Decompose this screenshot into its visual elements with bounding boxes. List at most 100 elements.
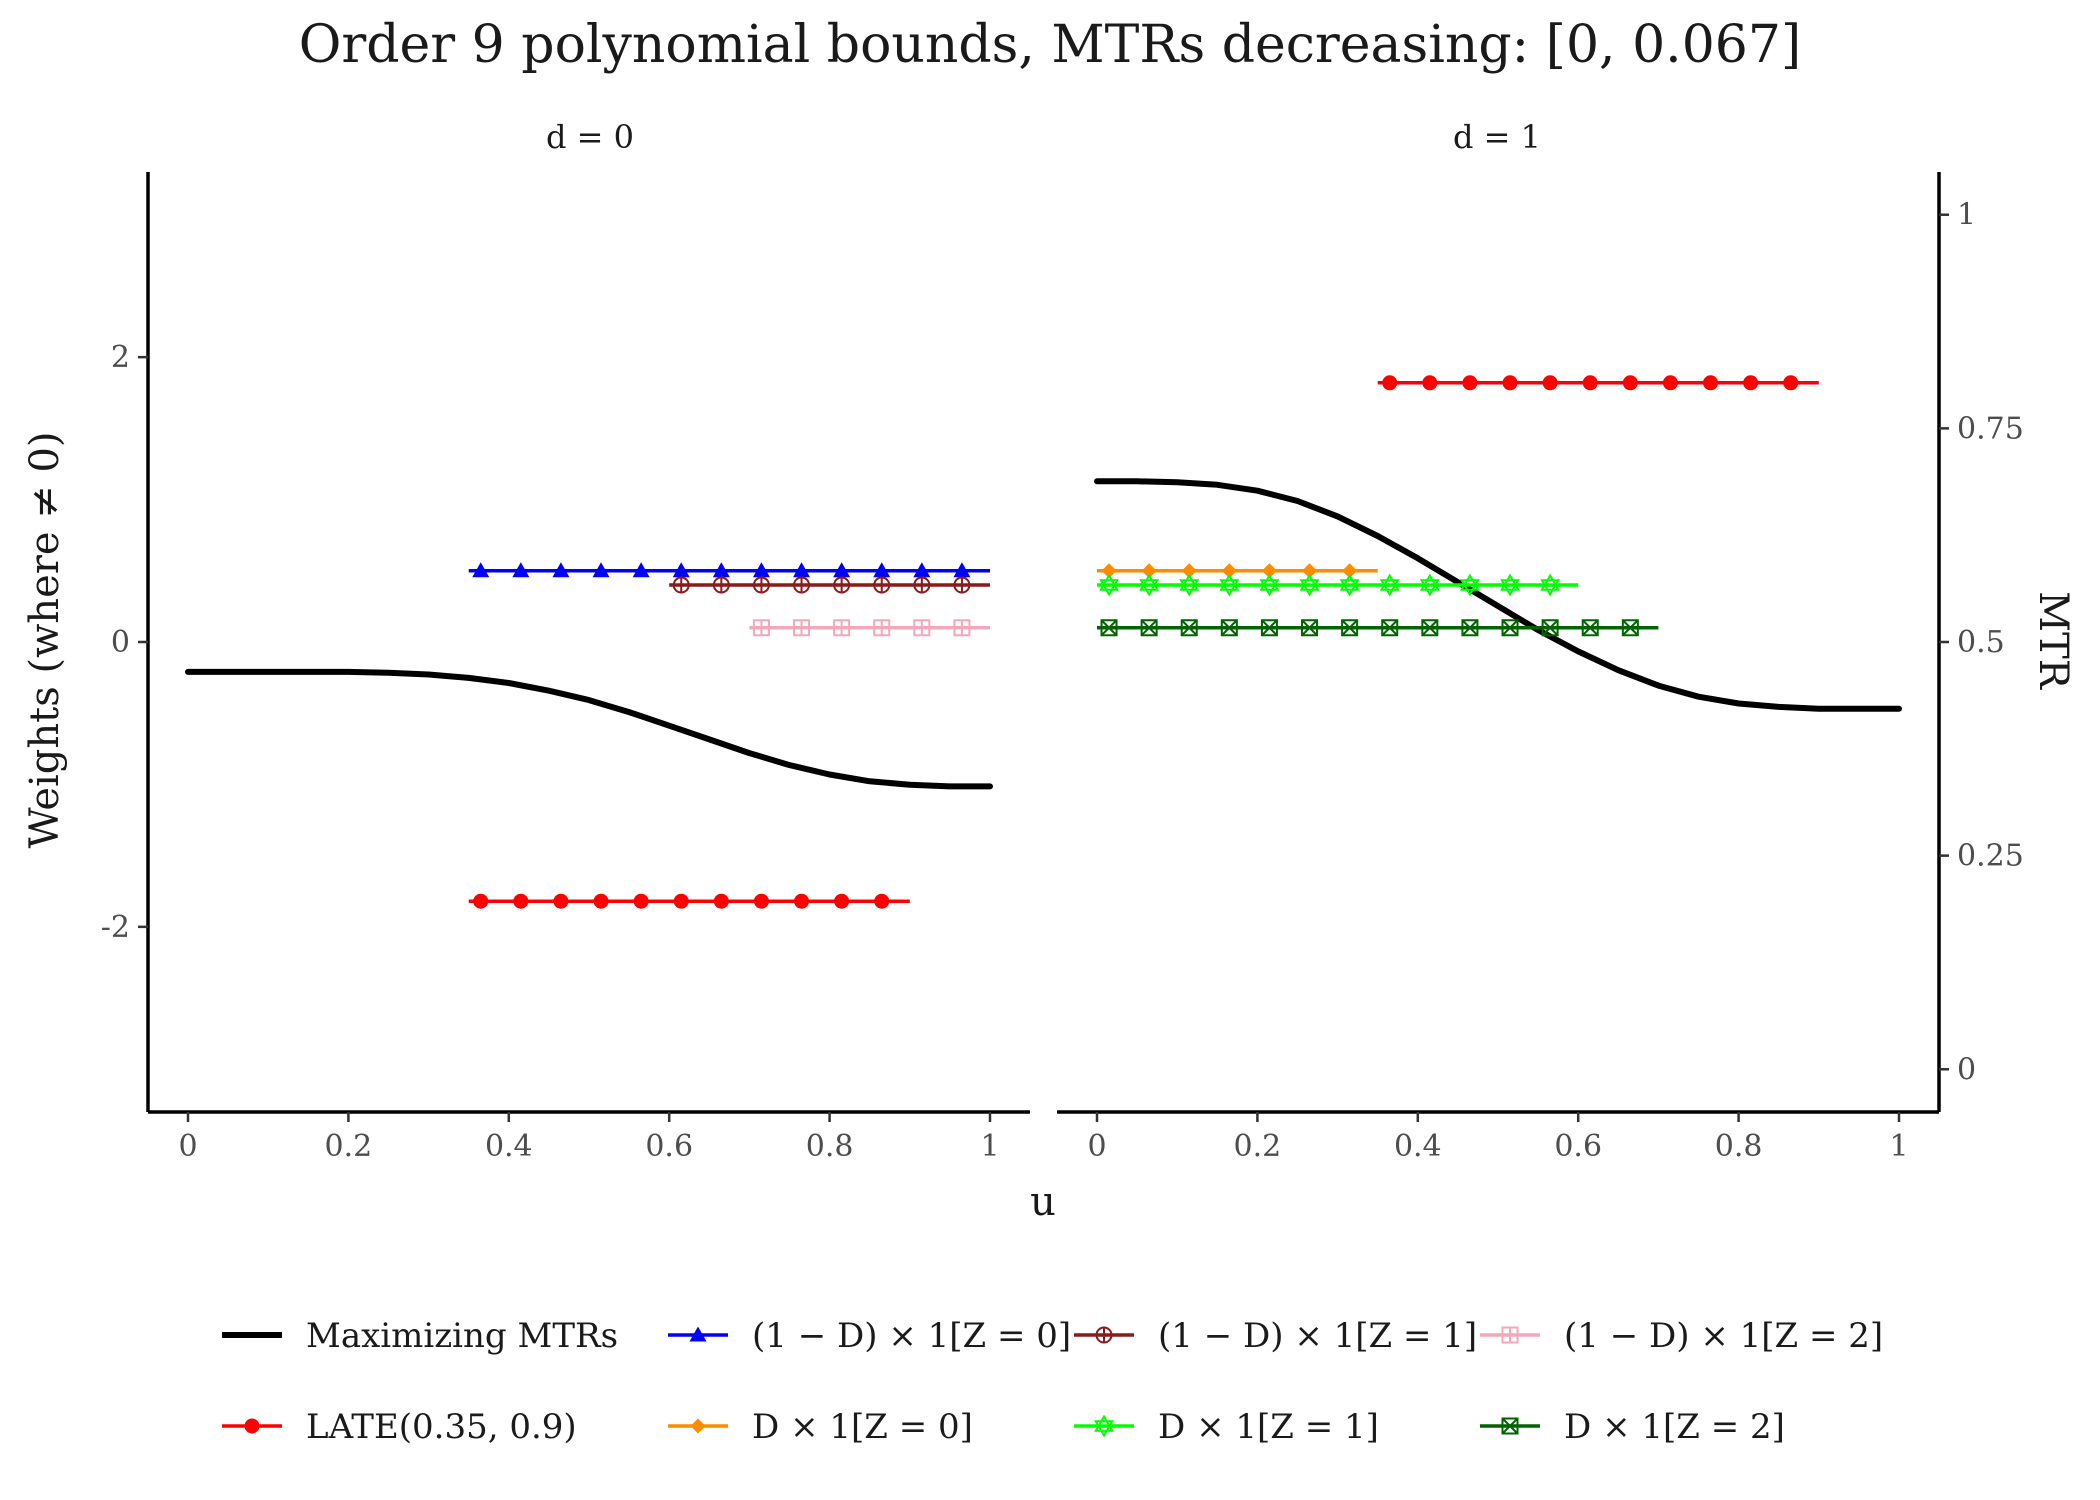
- weight-series-5: [1097, 563, 1378, 579]
- weight-marker: [874, 893, 890, 909]
- weight-marker: [1421, 619, 1439, 637]
- weight-marker: [1259, 573, 1280, 597]
- weight-marker: [1743, 375, 1759, 391]
- x-tick-label: 0.4: [1394, 1129, 1442, 1164]
- legend-marker: [690, 1418, 706, 1434]
- mtr-curve-d1: [1094, 478, 1902, 712]
- weight-series-0: [468, 562, 990, 578]
- weight-marker: [673, 893, 689, 909]
- legend-item: (1 − D) × 1[Z = 2]: [1480, 1316, 1883, 1356]
- weight-marker: [1219, 573, 1240, 597]
- legend-label: Maximizing MTRs: [306, 1316, 618, 1356]
- x-tick-label: 0.8: [1715, 1129, 1763, 1164]
- weight-series-4: [1377, 375, 1819, 391]
- weight-marker: [472, 562, 490, 578]
- mtr-curve-d0: [185, 668, 993, 790]
- panel-label-d0: d = 0: [546, 118, 634, 156]
- weight-marker: [1502, 375, 1518, 391]
- left-y-tick-label: -2: [101, 910, 130, 945]
- weight-marker: [1181, 563, 1197, 579]
- legend-marker: [1094, 1414, 1114, 1438]
- x-tick-label: 0.2: [1234, 1129, 1282, 1164]
- weight-marker: [1540, 573, 1561, 597]
- weight-marker: [752, 562, 770, 578]
- weight-marker: [513, 893, 529, 909]
- x-tick-label: 0: [178, 1129, 197, 1164]
- weight-marker: [1783, 375, 1799, 391]
- legend-item: (1 − D) × 1[Z = 0]: [668, 1316, 1071, 1356]
- right-y-tick-label: 0.25: [1957, 839, 2024, 874]
- weight-marker: [1339, 573, 1360, 597]
- weight-marker: [552, 562, 570, 578]
- x-tick-label: 1: [980, 1129, 999, 1164]
- weight-marker: [592, 562, 610, 578]
- weight-marker: [1541, 619, 1559, 637]
- weight-marker: [1459, 573, 1480, 597]
- weight-series-2: [749, 619, 990, 637]
- legend-item: D × 1[Z = 2]: [1480, 1407, 1785, 1447]
- x-tick-label: 0.2: [325, 1129, 373, 1164]
- weight-marker: [1299, 573, 1320, 597]
- weight-marker: [953, 562, 971, 578]
- weight-marker: [672, 576, 690, 594]
- weight-marker: [1341, 619, 1359, 637]
- legend-label: D × 1[Z = 0]: [752, 1407, 973, 1447]
- weight-marker: [1301, 619, 1319, 637]
- weight-marker: [632, 562, 650, 578]
- weight-marker: [873, 576, 891, 594]
- weight-marker: [913, 576, 931, 594]
- weight-marker: [1382, 375, 1398, 391]
- weight-marker: [712, 576, 730, 594]
- left-y-axis-title: Weights (where ≠ 0): [22, 431, 68, 848]
- legend-marker: [1095, 1326, 1113, 1344]
- legend-marker: [1501, 1326, 1519, 1344]
- weight-marker: [553, 893, 569, 909]
- weight-marker: [1141, 563, 1157, 579]
- legend-item: LATE(0.35, 0.9): [222, 1407, 577, 1447]
- right-y-tick-label: 0: [1957, 1052, 1976, 1087]
- legend-item: D × 1[Z = 0]: [668, 1407, 973, 1447]
- legend-marker: [244, 1418, 260, 1434]
- weight-marker: [1462, 375, 1478, 391]
- left-y-tick-label: 2: [111, 340, 130, 375]
- weight-marker: [793, 576, 811, 594]
- x-tick-label: 0.6: [645, 1129, 693, 1164]
- weight-marker: [1261, 563, 1277, 579]
- weight-marker: [793, 619, 811, 637]
- weight-marker: [953, 576, 971, 594]
- weight-marker: [512, 562, 530, 578]
- weight-marker: [1379, 573, 1400, 597]
- weight-series-1: [669, 576, 990, 594]
- legend-item: (1 − D) × 1[Z = 1]: [1074, 1316, 1477, 1356]
- weight-marker: [473, 893, 489, 909]
- legend-label: LATE(0.35, 0.9): [306, 1407, 577, 1447]
- x-tick-label: 1: [1889, 1129, 1908, 1164]
- legend-label: D × 1[Z = 1]: [1158, 1407, 1379, 1447]
- weight-series-3: [468, 893, 910, 909]
- weight-marker: [1101, 563, 1117, 579]
- weight-marker: [873, 619, 891, 637]
- right-y-tick-label: 1: [1957, 198, 1976, 233]
- weight-marker: [913, 562, 931, 578]
- weight-marker: [833, 562, 851, 578]
- legend-marker: [689, 1326, 707, 1342]
- weight-marker: [593, 893, 609, 909]
- weight-marker: [672, 562, 690, 578]
- weight-marker: [953, 619, 971, 637]
- weight-series-6: [1097, 573, 1579, 597]
- weight-marker: [1662, 375, 1678, 391]
- weight-marker: [1140, 619, 1158, 637]
- weight-marker: [1582, 375, 1598, 391]
- weight-marker: [633, 893, 649, 909]
- weight-marker: [913, 619, 931, 637]
- weight-marker: [1100, 619, 1118, 637]
- weight-marker: [1180, 619, 1198, 637]
- weight-marker: [752, 576, 770, 594]
- weight-marker: [833, 576, 851, 594]
- weight-marker: [1139, 573, 1160, 597]
- legend-label: (1 − D) × 1[Z = 0]: [752, 1316, 1071, 1356]
- weight-marker: [794, 893, 810, 909]
- right-y-tick-label: 0.75: [1957, 411, 2024, 446]
- legend-label: (1 − D) × 1[Z = 2]: [1564, 1316, 1883, 1356]
- legend-item: Maximizing MTRs: [222, 1316, 618, 1356]
